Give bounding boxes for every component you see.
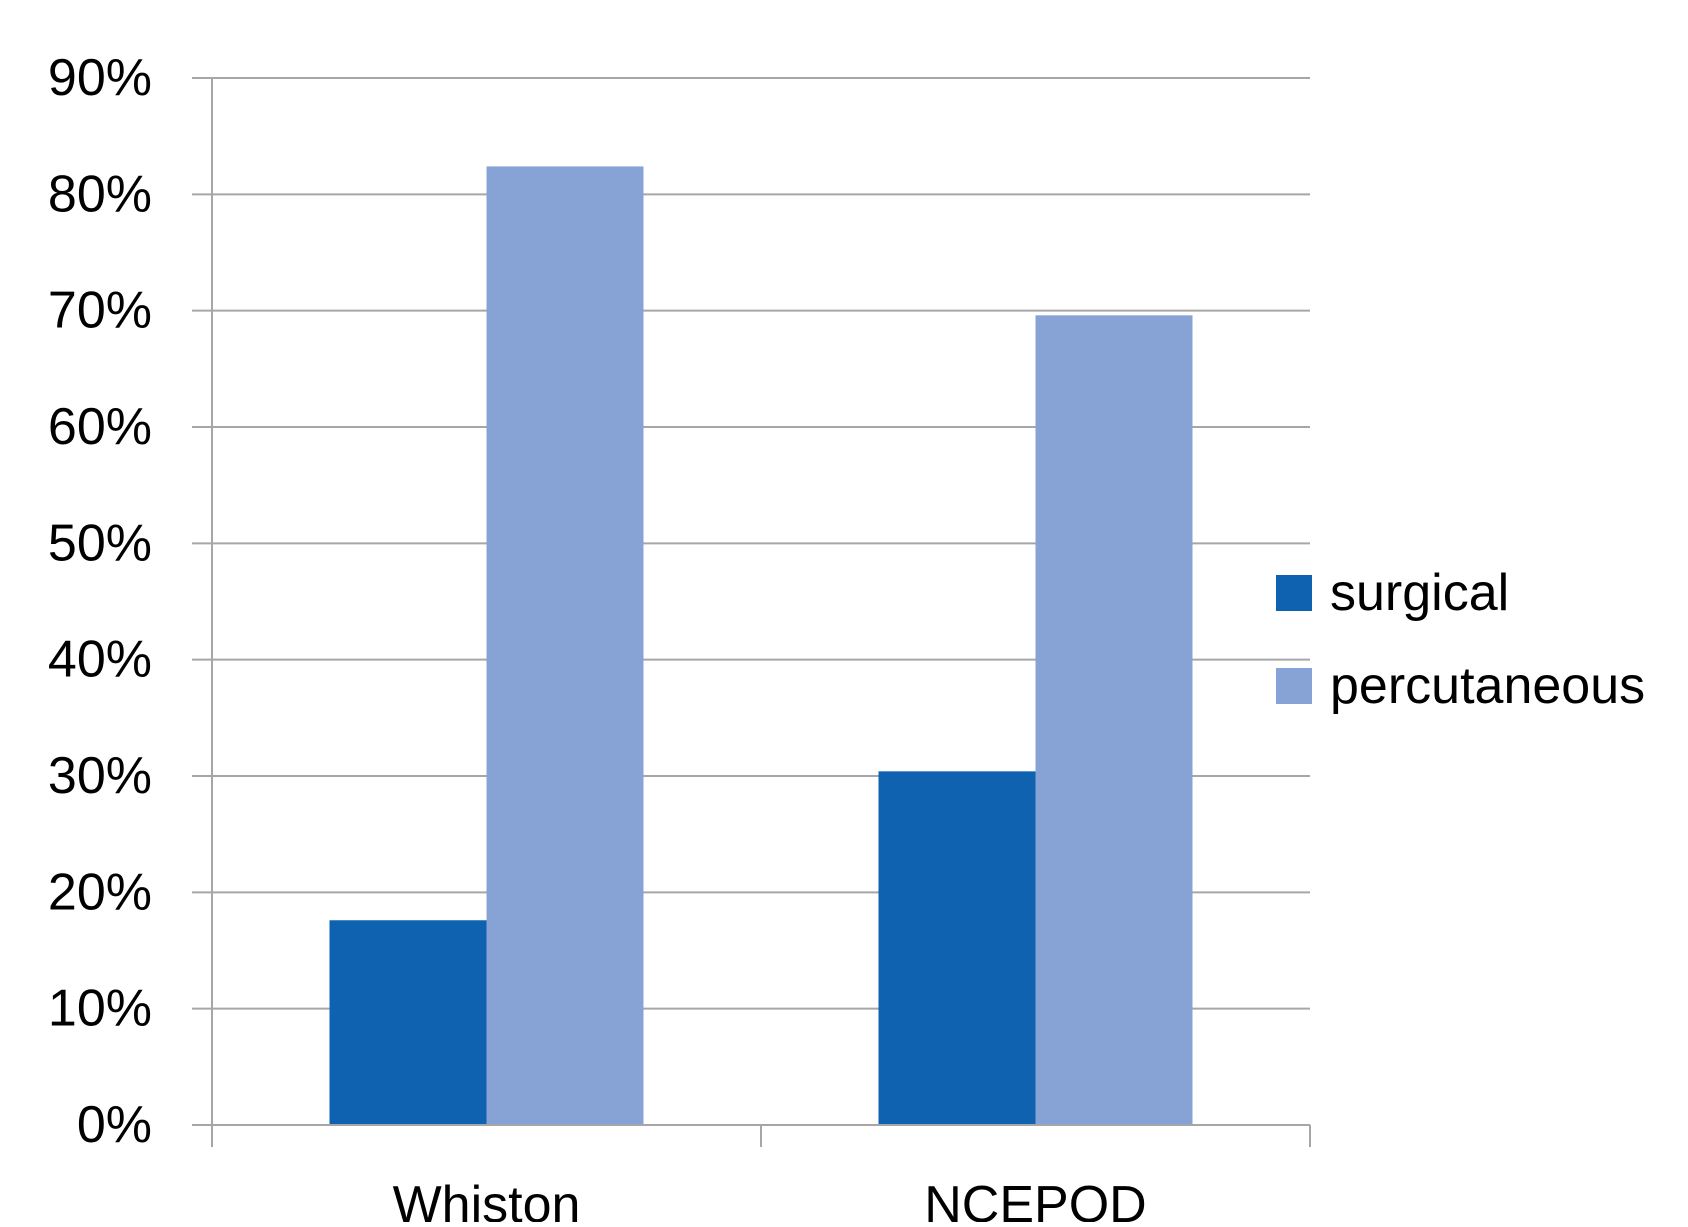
legend-label-surgical: surgical [1330,564,1509,622]
bar-percutaneous-whiston [487,166,644,1125]
legend-label-percutaneous: percutaneous [1330,657,1645,715]
bar-percutaneous-ncepod [1036,315,1193,1125]
legend-swatch-percutaneous [1276,668,1312,704]
y-tick-label: 10% [48,980,152,1038]
y-tick-label: 60% [48,398,152,456]
legend: surgical percutaneous [1276,564,1645,715]
y-tick-label: 70% [48,282,152,340]
y-tick-label: 20% [48,863,152,921]
y-axis-tick-labels: 0% 10% 20% 30% 40% 50% 60% 70% 80% 90% [48,49,152,1154]
bar-surgical-whiston [330,920,487,1125]
x-tick-label: Whiston [393,1176,581,1222]
y-tick-label: 90% [48,49,152,107]
x-axis-tick-labels: Whiston NCEPOD [393,1176,1147,1222]
y-tick-label: 30% [48,747,152,805]
y-tick-label: 0% [77,1096,152,1154]
y-tick-label: 80% [48,165,152,223]
x-tick-label: NCEPOD [924,1176,1146,1222]
bar-surgical-ncepod [879,771,1036,1125]
legend-swatch-surgical [1276,575,1312,611]
y-tick-label: 50% [48,514,152,572]
y-tick-label: 40% [48,631,152,689]
